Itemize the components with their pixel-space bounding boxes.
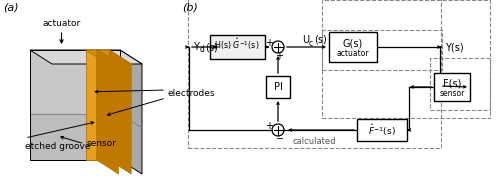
Text: sensor: sensor — [86, 139, 117, 148]
Text: PI: PI — [274, 82, 282, 92]
Text: Y: Y — [193, 42, 199, 52]
Text: $\hat{F}^{-1}$(s): $\hat{F}^{-1}$(s) — [368, 122, 396, 138]
Text: U: U — [302, 35, 309, 45]
Bar — [430, 58, 490, 110]
Text: (s): (s) — [314, 35, 327, 45]
Polygon shape — [96, 50, 118, 174]
Text: (s): (s) — [205, 42, 218, 52]
Bar — [266, 76, 290, 98]
Text: G(s): G(s) — [343, 38, 363, 48]
Polygon shape — [86, 50, 118, 64]
Text: Y(s): Y(s) — [445, 42, 464, 52]
Bar — [188, 0, 441, 148]
Polygon shape — [86, 50, 97, 160]
Text: sensor: sensor — [440, 89, 464, 97]
Polygon shape — [30, 50, 120, 160]
Text: F(s): F(s) — [443, 78, 461, 88]
Text: −: − — [276, 134, 284, 144]
Polygon shape — [120, 50, 142, 174]
Polygon shape — [30, 114, 120, 160]
Bar — [434, 73, 470, 101]
Polygon shape — [30, 50, 142, 64]
Text: +: + — [265, 38, 273, 48]
Text: actuator: actuator — [42, 19, 80, 28]
Bar — [210, 35, 264, 59]
Bar — [322, 0, 490, 118]
Text: H(s) $\hat{G}^{-1}$(s): H(s) $\hat{G}^{-1}$(s) — [214, 36, 260, 52]
Text: +: + — [265, 121, 273, 131]
Polygon shape — [98, 50, 109, 160]
Bar — [329, 32, 377, 62]
Text: actuator: actuator — [336, 48, 370, 58]
Text: electrodes: electrodes — [168, 89, 216, 98]
Text: calculated: calculated — [292, 137, 336, 146]
Polygon shape — [98, 50, 131, 64]
Text: (a): (a) — [3, 3, 18, 13]
Text: +: + — [275, 51, 283, 61]
Text: (b): (b) — [182, 3, 198, 13]
Bar — [357, 119, 407, 141]
Bar — [322, 30, 442, 70]
Polygon shape — [109, 50, 131, 174]
Text: c: c — [309, 39, 313, 48]
Text: etched groove: etched groove — [25, 142, 90, 151]
Text: d: d — [200, 45, 205, 55]
